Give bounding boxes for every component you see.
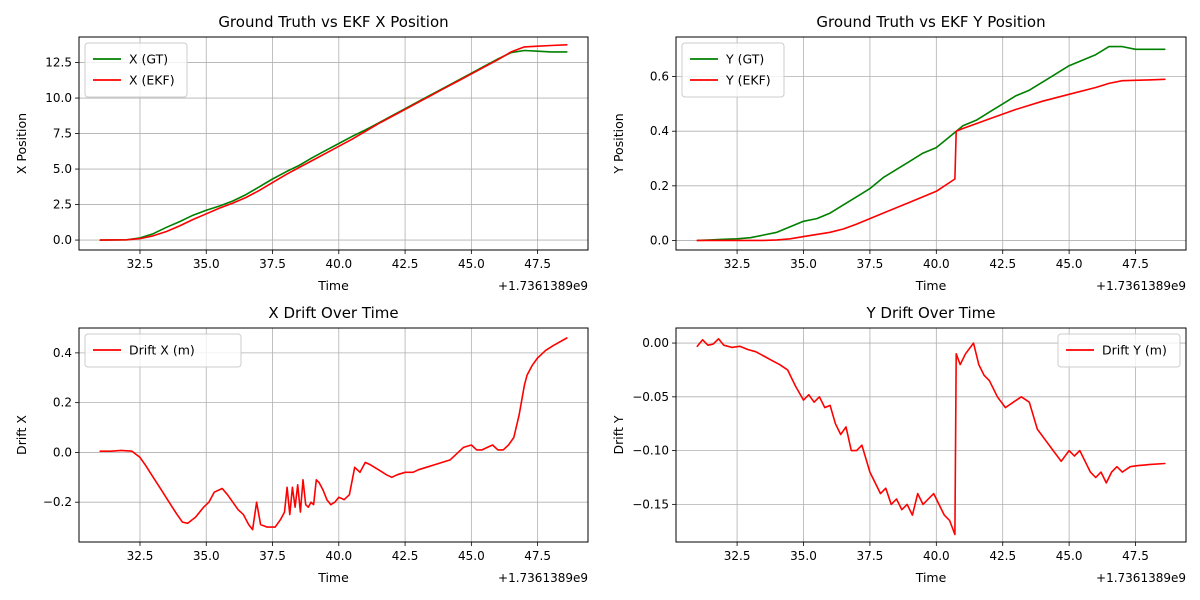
- x-tick-label: 45.0: [458, 549, 485, 563]
- x-tick-label: 45.0: [1056, 257, 1083, 271]
- legend: X (GT) X (EKF): [84, 42, 188, 98]
- y-tick-label: 2.5: [53, 198, 72, 212]
- chart-y-drift: 32.5 35.0 37.5 40.0 42.5 45.0 47.5 −0.15 −0.10 −0…: [611, 304, 1187, 585]
- y-tick-label: 0.4: [650, 124, 669, 138]
- legend-label: Y (EKF): [725, 73, 771, 88]
- x-offset-label: +1.7361389e9: [498, 571, 588, 585]
- legend-label: X (EKF): [129, 73, 175, 88]
- y-tick-label: 7.5: [53, 127, 72, 141]
- x-tick-label: 42.5: [989, 257, 1016, 271]
- y-tick-label: −0.10: [632, 444, 669, 458]
- y-axis-label: Y Position: [611, 113, 626, 174]
- y-tick-label: 0.0: [53, 233, 72, 247]
- x-tick-label: 47.5: [524, 257, 551, 271]
- x-tick-label: 35.0: [193, 257, 220, 271]
- x-axis-label: Time: [915, 570, 947, 585]
- x-tick-label: 42.5: [392, 257, 419, 271]
- legend-box: [84, 333, 242, 368]
- x-offset-label: +1.7361389e9: [1096, 571, 1186, 585]
- legend: Drift Y (m): [1057, 333, 1181, 368]
- series-line-x-ekf: [99, 43, 568, 241]
- series-line-drift-y-m: [696, 337, 1166, 536]
- x-tick-label: 40.0: [923, 549, 950, 563]
- x-tick-label: 37.5: [259, 257, 286, 271]
- x-tick-label: 47.5: [1122, 549, 1149, 563]
- x-offset-label: +1.7361389e9: [498, 279, 588, 293]
- x-tick-label: 32.5: [127, 549, 154, 563]
- x-tick-label: 40.0: [325, 257, 352, 271]
- series-line-y-gt: [696, 45, 1166, 242]
- x-tick-label: 42.5: [392, 549, 419, 563]
- x-tick-label: 40.0: [923, 257, 950, 271]
- x-tick-label: 32.5: [724, 549, 751, 563]
- y-tick-label: −0.2: [43, 495, 72, 509]
- y-tick-label: 12.5: [45, 56, 72, 70]
- y-tick-label: −0.05: [632, 390, 669, 404]
- x-tick-label: 37.5: [857, 549, 884, 563]
- x-tick-label: 47.5: [524, 549, 551, 563]
- legend-box: [84, 42, 188, 98]
- x-axis-label: Time: [915, 278, 947, 293]
- x-tick-label: 32.5: [724, 257, 751, 271]
- x-tick-label: 35.0: [193, 549, 220, 563]
- y-tick-label: 0.00: [642, 336, 669, 350]
- axes-frame: [78, 36, 589, 251]
- y-tick-label: −0.15: [632, 497, 669, 511]
- chart-x-position: 32.5 35.0 37.5 40.0 42.5 45.0 47.5 0.0 2.5 5.0 7.5…: [14, 13, 589, 293]
- y-axis-label: Drift Y: [611, 415, 626, 454]
- legend-label: X (GT): [129, 52, 168, 67]
- chart-title: Y Drift Over Time: [865, 304, 995, 322]
- x-tick-label: 47.5: [1122, 257, 1149, 271]
- x-tick-label: 35.0: [790, 257, 817, 271]
- chart-title: Ground Truth vs EKF X Position: [218, 13, 448, 31]
- x-axis-label: Time: [317, 278, 349, 293]
- y-tick-label: 0.2: [53, 396, 72, 410]
- y-axis-label: X Position: [14, 113, 29, 174]
- chart-x-drift: 32.5 35.0 37.5 40.0 42.5 45.0 47.5 −0.2 0.0 0.2 0.…: [14, 304, 589, 585]
- x-axis-label: Time: [317, 570, 349, 585]
- y-tick-label: 10.0: [45, 91, 72, 105]
- x-tick-label: 37.5: [259, 549, 286, 563]
- x-tick-label: 40.0: [325, 549, 352, 563]
- chart-title: Ground Truth vs EKF Y Position: [816, 13, 1045, 31]
- legend-label: Drift Y (m): [1102, 343, 1167, 358]
- y-tick-label: 5.0: [53, 162, 72, 176]
- y-tick-label: 0.0: [53, 445, 72, 459]
- legend-box: [681, 42, 785, 98]
- x-tick-label: 32.5: [127, 257, 154, 271]
- x-tick-label: 35.0: [790, 549, 817, 563]
- axes-frame: [675, 36, 1187, 251]
- y-tick-label: 0.6: [650, 70, 669, 84]
- chart-y-position: 32.5 35.0 37.5 40.0 42.5 45.0 47.5 0.0 0.2 0.4 0.6…: [611, 13, 1187, 293]
- series-line-drift-x-m: [99, 337, 568, 531]
- legend-label: Drift X (m): [129, 343, 195, 358]
- axes-frame: [78, 327, 589, 543]
- y-tick-label: 0.4: [53, 346, 72, 360]
- y-tick-label: 0.0: [650, 233, 669, 247]
- x-tick-label: 42.5: [989, 549, 1016, 563]
- legend-box: [1057, 333, 1181, 368]
- axes-frame: [675, 327, 1187, 543]
- x-tick-label: 37.5: [857, 257, 884, 271]
- y-axis-label: Drift X: [14, 415, 29, 455]
- legend: Y (GT) Y (EKF): [681, 42, 785, 98]
- legend: Drift X (m): [84, 333, 242, 368]
- y-tick-label: 0.2: [650, 179, 669, 193]
- series-line-y-ekf: [696, 78, 1166, 242]
- x-tick-label: 45.0: [458, 257, 485, 271]
- legend-label: Y (GT): [725, 52, 764, 67]
- x-tick-label: 45.0: [1056, 549, 1083, 563]
- x-offset-label: +1.7361389e9: [1096, 279, 1186, 293]
- chart-title: X Drift Over Time: [268, 304, 398, 322]
